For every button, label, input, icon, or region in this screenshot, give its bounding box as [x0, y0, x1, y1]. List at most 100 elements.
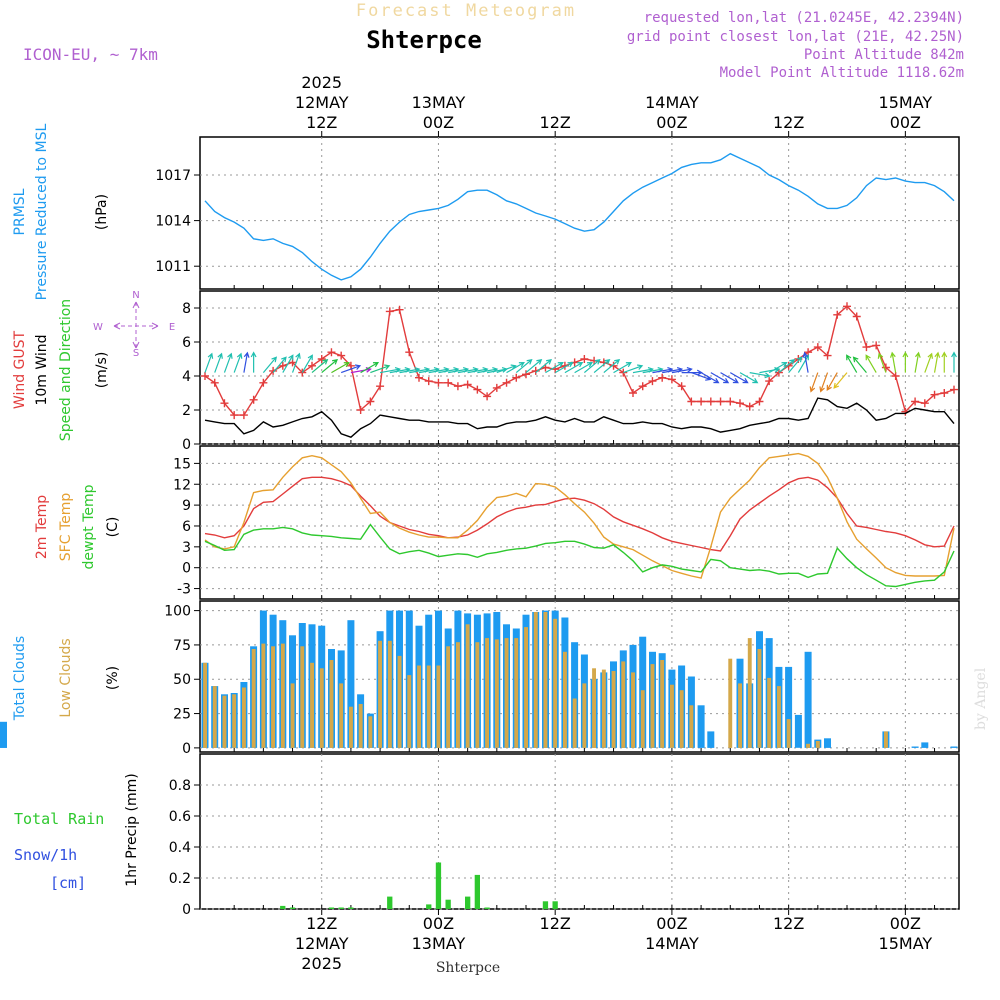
- top-title: Forecast Meteogram: [356, 1, 576, 21]
- bar-low-clouds: [660, 660, 665, 748]
- wind-arrow: [301, 354, 313, 373]
- gust-point: [697, 397, 706, 406]
- y-tick-label: 1011: [155, 259, 191, 275]
- gust-point: [687, 397, 696, 406]
- wind-arrow: [321, 358, 339, 374]
- bar-low-clouds: [446, 646, 451, 748]
- temperature-frame: [199, 445, 960, 600]
- gust-point: [667, 375, 676, 384]
- wind-arrow: [545, 361, 564, 374]
- y-tick-label: 4: [182, 369, 191, 385]
- y-tick-label: 25: [173, 707, 191, 723]
- bar-low-clouds: [358, 704, 363, 748]
- bar-total-clouds: [785, 666, 793, 748]
- bar-low-clouds: [212, 686, 217, 748]
- bar-low-clouds: [280, 643, 285, 748]
- y-tick-label: 0: [182, 902, 191, 918]
- wind-arrow: [671, 366, 693, 374]
- gust-point: [736, 399, 744, 408]
- wind-arrow: [749, 372, 771, 379]
- y-tick-label: 1014: [155, 214, 191, 230]
- bar-total-clouds: [911, 746, 919, 748]
- bar-low-clouds: [806, 743, 810, 748]
- bar-low-clouds: [601, 669, 606, 748]
- gust-point: [872, 341, 881, 350]
- cloud-unit: (%): [105, 666, 121, 690]
- wind-label-2: 10m Wind: [34, 334, 50, 405]
- series-line-2m-temp: [204, 476, 955, 552]
- bar-low-clouds: [514, 638, 519, 748]
- wind-arrow: [243, 351, 250, 373]
- gust-point: [765, 377, 774, 386]
- wind-arrow: [204, 352, 214, 373]
- y-tick-label: 6: [182, 519, 191, 535]
- y-tick-label: 6: [182, 335, 191, 351]
- pressure-frame: [199, 136, 960, 290]
- wind-arrow: [623, 364, 644, 374]
- y-tick-label: 3: [182, 540, 191, 556]
- bar-low-clouds: [689, 705, 694, 748]
- time-label: 00Z: [656, 914, 687, 933]
- footer-location: Shterpce: [436, 960, 500, 976]
- bar-total-rain: [445, 899, 451, 909]
- time-label: 00Z: [890, 914, 921, 933]
- wind-arrow: [788, 356, 803, 373]
- pressure-label-2: Pressure Reduced to MSL: [34, 123, 50, 300]
- bar-low-clouds: [611, 671, 616, 748]
- y-tick-label: 15: [173, 456, 191, 472]
- gust-point: [755, 397, 764, 406]
- bar-low-clouds: [786, 719, 791, 748]
- precip-label-3: [cm]: [50, 874, 86, 892]
- gust-point: [658, 373, 667, 382]
- gust-point: [327, 348, 336, 357]
- compass-s: S: [133, 348, 139, 359]
- time-label: 2025: [301, 954, 342, 973]
- time-label: 13MAY: [412, 93, 466, 112]
- bar-low-clouds: [815, 741, 820, 748]
- bar-low-clouds: [747, 638, 752, 748]
- bar-total-clouds: [347, 620, 355, 748]
- gust-point: [492, 383, 501, 392]
- wind-arrow: [865, 354, 877, 373]
- bar-low-clouds: [475, 642, 480, 748]
- bar-low-clouds: [504, 638, 509, 748]
- gust-point: [881, 363, 890, 372]
- gust-point: [784, 361, 793, 370]
- bar-low-clouds: [368, 716, 373, 748]
- y-tick-label: 1017: [155, 168, 191, 184]
- bar-low-clouds: [426, 665, 431, 748]
- y-tick-label: 75: [173, 638, 191, 654]
- bar-low-clouds: [251, 649, 256, 748]
- cloud-label-2: Low Clouds: [58, 638, 74, 717]
- bar-total-rain: [474, 874, 480, 909]
- wind-arrow: [593, 358, 611, 374]
- gust-point: [940, 389, 949, 397]
- temp-labels: 2m Temp SFC Temp dewpt Temp (C): [34, 484, 121, 569]
- bar-low-clouds: [884, 731, 888, 748]
- bar-total-rain: [465, 896, 471, 909]
- time-label: 15MAY: [879, 934, 933, 953]
- gust-point: [259, 378, 268, 387]
- point-altitude: Point Altitude 842m: [804, 47, 964, 63]
- gust-point: [823, 351, 832, 360]
- bar-low-clouds: [563, 651, 567, 748]
- bar-total-clouds: [824, 738, 831, 748]
- bar-total-rain: [387, 896, 393, 909]
- wind-arrow: [370, 364, 391, 374]
- pressure-labels: PRMSL Pressure Reduced to MSL (hPa): [12, 123, 110, 300]
- precip-label-1: Total Rain: [14, 810, 104, 828]
- wind-arrow: [360, 361, 380, 374]
- gust-point: [852, 312, 861, 321]
- temp-label-2: SFC Temp: [58, 493, 74, 562]
- compass-n: N: [132, 290, 139, 301]
- gust-point: [891, 372, 900, 380]
- time-label: 13MAY: [412, 934, 466, 953]
- gust-point: [629, 389, 637, 397]
- wind-arrow: [340, 364, 362, 374]
- bar-total-rain: [484, 907, 490, 909]
- time-label: 00Z: [656, 113, 687, 132]
- wind-arrow: [331, 361, 350, 374]
- y-tick-label: 50: [173, 672, 191, 688]
- time-label: 12Z: [773, 113, 804, 132]
- wind-arrow: [914, 351, 921, 373]
